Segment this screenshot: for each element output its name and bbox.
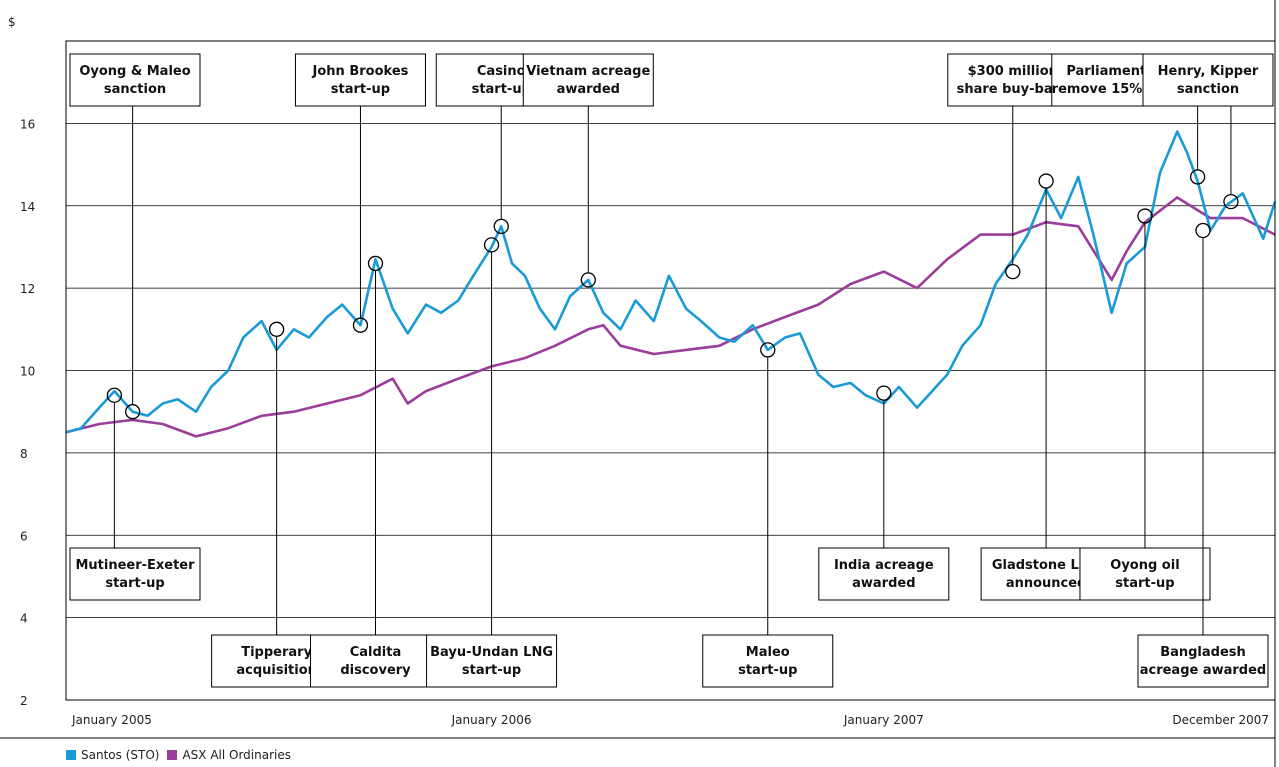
annotation-label: Gladstone LNG xyxy=(992,558,1101,573)
legend-item-asx: ASX All Ordinaries xyxy=(167,748,291,762)
annotation-label: sanction xyxy=(104,82,166,97)
annotation-label: Bangladesh xyxy=(1160,645,1246,660)
annotation-label: John Brookes xyxy=(312,64,409,79)
legend-swatch-santos xyxy=(66,750,76,760)
annotation-box xyxy=(702,634,834,688)
annotation-label: acquisition xyxy=(236,663,317,678)
annotation-label: start-up xyxy=(738,663,797,678)
annotation-label: Tipperary xyxy=(241,645,312,660)
y-axis: 2 4 6 8 10 12 14 16 xyxy=(20,117,35,708)
annotation-label: start-up xyxy=(105,576,164,591)
legend-label-santos: Santos (STO) xyxy=(81,748,160,762)
annotation-box xyxy=(522,53,654,107)
y-tick-label: 2 xyxy=(20,694,28,708)
series-group xyxy=(65,130,1277,438)
annotation-label: Bayu-Undan LNG xyxy=(430,645,553,660)
legend-item-santos: Santos (STO) xyxy=(66,748,159,762)
x-tick-label: December 2007 xyxy=(1172,713,1269,727)
series-line-0 xyxy=(65,130,1277,434)
annotation-label: Casino xyxy=(477,64,526,79)
annotation-marker xyxy=(367,255,384,272)
annotation-box xyxy=(69,53,201,107)
series-line-1 xyxy=(65,196,1276,438)
annotation-label: awarded xyxy=(852,576,915,591)
annotation-box xyxy=(1142,53,1274,107)
annotation-label: awarded xyxy=(557,82,620,97)
annotation-marker xyxy=(1189,169,1206,185)
annotation-label: start-up xyxy=(331,82,390,97)
annotation-marker xyxy=(1195,222,1211,239)
y-tick-label: 8 xyxy=(20,447,28,461)
annotation-label: Oyong oil xyxy=(1110,558,1179,573)
x-tick-label: January 2005 xyxy=(71,713,152,727)
y-tick-label: 16 xyxy=(20,117,35,131)
annotation-label: sanction xyxy=(1177,82,1239,97)
annotation-marker xyxy=(580,272,596,288)
annotation-marker xyxy=(1223,193,1239,210)
annotation-box xyxy=(69,547,201,601)
grid xyxy=(66,122,1275,619)
annotation-marker xyxy=(760,342,776,358)
y-tick-label: 14 xyxy=(20,200,35,214)
legend-label-asx: ASX All Ordinaries xyxy=(182,748,291,762)
annotation-label: acreage awarded xyxy=(1140,663,1267,678)
annotation-label: India acreage xyxy=(834,558,934,573)
annotation-box xyxy=(1137,634,1269,688)
y-tick-label: 10 xyxy=(20,365,35,379)
annotation-marker xyxy=(124,404,141,420)
y-tick-label: 4 xyxy=(20,612,28,626)
x-tick-label: January 2007 xyxy=(843,713,924,727)
y-tick-label: 6 xyxy=(20,529,28,543)
annotation-box xyxy=(310,634,442,688)
annotation-label: Maleo xyxy=(746,645,790,660)
annotation-box xyxy=(426,634,558,688)
annotation-marker xyxy=(876,385,892,401)
annotation-box xyxy=(1079,547,1211,601)
annotation-label: $300 million xyxy=(968,64,1058,79)
annotation-box xyxy=(818,547,950,601)
y-unit-label: $ xyxy=(8,15,16,29)
annotation-marker xyxy=(483,237,500,253)
y-tick-label: 12 xyxy=(20,282,35,296)
annotation-marker xyxy=(493,218,509,234)
annotations: Oyong & Maleo sanction Mutineer-Exeter star… xyxy=(69,53,1274,688)
annotation-marker xyxy=(1038,173,1054,189)
x-tick-label: January 2006 xyxy=(451,713,532,727)
legend-swatch-asx xyxy=(167,750,178,760)
annotation-marker xyxy=(268,321,285,337)
annotation-label: start-up xyxy=(472,82,531,97)
annotation-marker xyxy=(106,387,123,403)
annotation-box xyxy=(294,53,426,107)
annotation-label: start-up xyxy=(462,663,521,678)
annotation-label: Mutineer-Exeter xyxy=(75,558,195,573)
annotation-label: Henry, Kipper xyxy=(1158,64,1259,79)
annotation-marker xyxy=(1137,208,1153,224)
annotation-marker xyxy=(352,317,369,333)
annotation-marker xyxy=(1005,263,1021,280)
annotation-label: start-up xyxy=(1115,576,1174,591)
annotation-label: Oyong & Maleo xyxy=(79,64,190,79)
x-axis: January 2005 January 2006 January 2007 Dece… xyxy=(71,713,1269,727)
annotation-label: Vietnam acreage xyxy=(526,64,650,79)
annotation-label: share buy-back xyxy=(957,82,1070,97)
annotation-label: discovery xyxy=(340,663,411,678)
annotation-label: announced xyxy=(1006,576,1087,591)
legend: Santos (STO) ASX All Ordinaries xyxy=(66,748,299,762)
annotation-label: Caldita xyxy=(350,645,402,660)
